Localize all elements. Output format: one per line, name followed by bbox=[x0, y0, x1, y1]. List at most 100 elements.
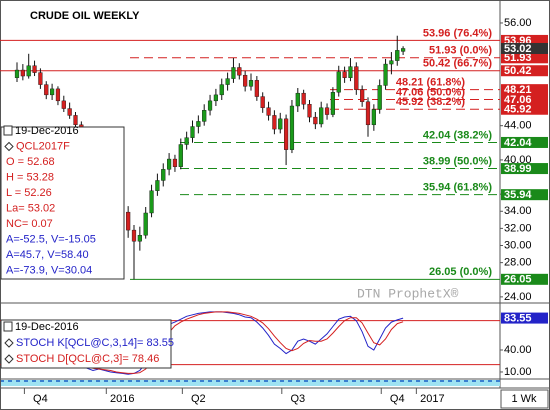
candle-body bbox=[371, 109, 376, 126]
candle-body bbox=[336, 71, 341, 93]
interval: 1 Wk bbox=[511, 393, 537, 405]
level-label: 48.21 (61.8%) bbox=[396, 77, 465, 89]
candle-body bbox=[354, 66, 359, 90]
candle-body bbox=[301, 92, 306, 105]
info-line: La= 53.02 bbox=[6, 202, 55, 214]
y-tick-label: 32.00 bbox=[504, 222, 532, 234]
candle-body bbox=[272, 115, 277, 130]
legend-marker bbox=[4, 354, 14, 364]
level-box bbox=[501, 189, 548, 201]
legend-icon bbox=[3, 321, 13, 332]
level-box bbox=[501, 52, 548, 64]
candle-body bbox=[126, 211, 131, 231]
legend-entry: STOCH K[QCL@C,3,14]= 83.55 bbox=[16, 337, 174, 349]
legend-entry: STOCH D[QCL@C,3]= 78.46 bbox=[16, 353, 159, 365]
last-price-box bbox=[501, 42, 548, 54]
level-label: 35.94 (61.8%) bbox=[423, 182, 492, 194]
candle-body bbox=[243, 74, 248, 87]
y-tick-label: 40.00 bbox=[504, 344, 532, 356]
candle-body bbox=[149, 190, 154, 214]
candle-body bbox=[395, 50, 400, 61]
info-line: A=45.7, V=58.40 bbox=[6, 249, 89, 261]
candle-body bbox=[324, 107, 330, 115]
indicator-value-box bbox=[501, 312, 548, 324]
candle-body bbox=[32, 65, 37, 73]
level-box bbox=[501, 93, 548, 105]
y-tick-label: 34.00 bbox=[504, 205, 532, 217]
candle-body bbox=[155, 180, 160, 191]
candle-body bbox=[14, 69, 20, 78]
level-box-label: 26.05 bbox=[504, 274, 532, 286]
level-box bbox=[501, 84, 548, 96]
candle-body bbox=[166, 158, 172, 170]
candle-body bbox=[67, 108, 72, 116]
x-tick-label: Q4 bbox=[33, 393, 48, 405]
info-line: H = 53.28 bbox=[6, 171, 54, 183]
x-tick-label: 2016 bbox=[110, 393, 134, 405]
level-box-label: 35.94 bbox=[504, 189, 532, 201]
candle-body bbox=[348, 66, 353, 78]
level-label: 47.06 (50.0%) bbox=[396, 86, 465, 98]
candle-body bbox=[330, 92, 335, 115]
watermark: DTN ProphetX® bbox=[357, 286, 459, 301]
y-tick-label: 30.00 bbox=[504, 239, 532, 251]
fib-levels: 53.96 (76.4%) 51.93 (0.0%)50.42 (66.7%) 48… bbox=[0, 27, 500, 280]
y-tick-label: 28.00 bbox=[504, 257, 532, 269]
candle-body bbox=[196, 121, 201, 127]
candle-body bbox=[401, 48, 406, 52]
candle-body bbox=[260, 96, 265, 108]
info-line: O = 52.68 bbox=[6, 156, 55, 168]
candle-body bbox=[225, 78, 230, 85]
info-marker bbox=[4, 141, 14, 152]
last-price-label: 53.02 bbox=[504, 43, 532, 55]
level-box-label: 51.93 bbox=[504, 52, 532, 64]
candle-body bbox=[266, 107, 271, 116]
candle-body bbox=[383, 63, 388, 86]
overlays: 1 Wk CRUDE OIL WEEKLY 19-Dec-2016 QCL2017… bbox=[0, 10, 549, 409]
info-line: 19-Dec-2016 bbox=[15, 125, 79, 137]
candle-body bbox=[202, 110, 207, 122]
level-box bbox=[501, 163, 548, 175]
candle-body bbox=[131, 229, 137, 242]
info-line: NC= 0.07 bbox=[6, 218, 53, 230]
y-tick-label: 44.00 bbox=[504, 120, 532, 132]
indicator-value-label: 83.55 bbox=[504, 312, 532, 324]
x-tick-label: Q4 bbox=[390, 393, 405, 405]
info-line: A=-52.5, V=-15.05 bbox=[6, 233, 96, 245]
axes: 56.0044.0040.0036.0034.0032.0030.0028.00… bbox=[23, 17, 548, 405]
candle-body bbox=[161, 169, 166, 181]
info-line: QCL2017F bbox=[16, 140, 70, 152]
candle-body bbox=[213, 94, 218, 102]
indicator-legend-box bbox=[0, 319, 172, 369]
legend-marker bbox=[4, 338, 14, 348]
candle-body bbox=[389, 60, 394, 65]
candle-body bbox=[248, 80, 254, 87]
level-label: 50.42 (66.7%) bbox=[423, 58, 492, 70]
info-box bbox=[0, 126, 125, 280]
candle-body bbox=[143, 212, 148, 236]
y-tick-label: 40.00 bbox=[504, 154, 532, 166]
candle-body bbox=[360, 89, 365, 102]
candle-body bbox=[319, 107, 324, 125]
x-tick-label: 2017 bbox=[420, 393, 444, 405]
y-tick-label: 56.00 bbox=[504, 17, 532, 29]
level-box bbox=[501, 65, 548, 77]
level-box-label: 42.04 bbox=[504, 137, 532, 149]
x-tick-label: Q2 bbox=[191, 393, 206, 405]
candle-body bbox=[184, 137, 189, 145]
level-label: 51.93 (0.0%) bbox=[429, 45, 492, 57]
y-tick-label: 10.00 bbox=[504, 366, 532, 378]
candle-body bbox=[20, 69, 25, 77]
level-box bbox=[501, 103, 548, 115]
candle-body bbox=[190, 126, 195, 138]
level-box-label: 47.06 bbox=[504, 94, 532, 106]
indicator-date: 19-Dec-2016 bbox=[15, 321, 79, 333]
level-label: 26.05 (0.0%) bbox=[429, 266, 492, 278]
level-label: 42.04 (38.2%) bbox=[423, 129, 492, 141]
level-box bbox=[501, 273, 548, 285]
candle-body bbox=[44, 84, 49, 96]
candle-body bbox=[61, 100, 66, 109]
candle-body bbox=[377, 85, 382, 110]
candle-body bbox=[365, 101, 371, 126]
level-box-label: 45.92 bbox=[504, 104, 532, 116]
